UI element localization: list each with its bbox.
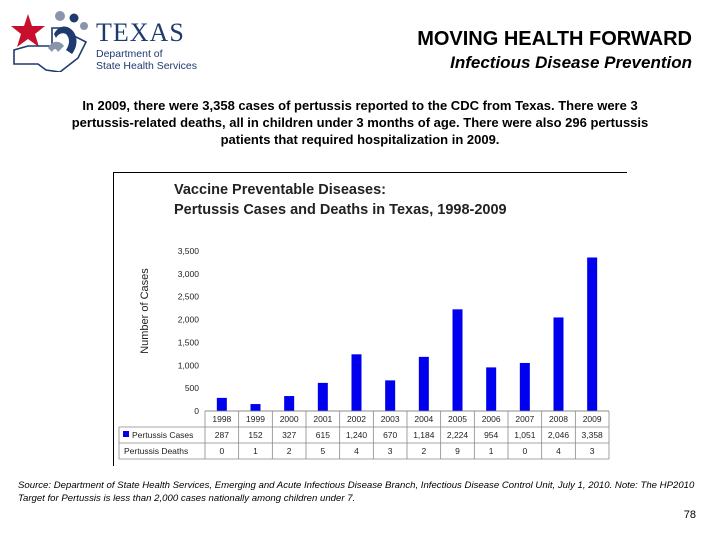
data-label-cases: 954: [484, 430, 498, 440]
data-label-cases: 1,240: [346, 430, 368, 440]
data-label-deaths: 9: [455, 446, 460, 456]
logo-subtitle: Department of State Health Services: [96, 48, 197, 72]
intro-paragraph: In 2009, there were 3,358 cases of pertu…: [71, 98, 649, 147]
x-tick-label: 1999: [246, 414, 265, 424]
bar: [284, 396, 295, 411]
source-note: Source: Department of State Health Servi…: [18, 480, 695, 504]
legend-label-cases: Pertussis Cases: [132, 430, 193, 440]
x-tick-label: 2005: [448, 414, 467, 424]
bar: [553, 317, 564, 411]
bar: [486, 367, 497, 411]
data-label-deaths: 0: [522, 446, 527, 456]
y-tick-label: 1,000: [178, 360, 200, 370]
page-number: 78: [683, 509, 696, 521]
legend-label-deaths: Pertussis Deaths: [124, 446, 188, 456]
bar: [351, 354, 362, 411]
data-label-deaths: 4: [354, 446, 359, 456]
bar: [250, 404, 261, 411]
x-tick-label: 2001: [313, 414, 332, 424]
data-label-cases: 615: [316, 430, 330, 440]
data-label-deaths: 5: [320, 446, 325, 456]
texas-dshs-logo: TEXAS Department of State Health Service…: [8, 6, 198, 73]
data-label-cases: 670: [383, 430, 397, 440]
data-label-cases: 3,358: [582, 430, 604, 440]
y-tick-label: 2,500: [178, 292, 200, 302]
data-label-deaths: 1: [489, 446, 494, 456]
logo-subtitle-line2: State Health Services: [96, 60, 197, 72]
x-tick-label: 1998: [212, 414, 231, 424]
x-tick-label: 2002: [347, 414, 366, 424]
x-tick-label: 2004: [414, 414, 433, 424]
data-label-cases: 327: [282, 430, 296, 440]
data-label-deaths: 2: [287, 446, 292, 456]
texas-star-people-icon: [11, 11, 88, 73]
data-label-deaths: 0: [219, 446, 224, 456]
data-label-deaths: 3: [590, 446, 595, 456]
x-tick-label: 2008: [549, 414, 568, 424]
data-label-deaths: 3: [388, 446, 393, 456]
y-axis-label: Number of Cases: [139, 268, 151, 354]
bar: [385, 380, 396, 411]
y-tick-label: 3,000: [178, 269, 200, 279]
chart-title-line2: Pertussis Cases and Deaths in Texas, 199…: [174, 202, 507, 218]
page-title: MOVING HEALTH FORWARD: [417, 28, 692, 50]
data-label-cases: 152: [248, 430, 262, 440]
y-tick-label: 2,000: [178, 315, 200, 325]
y-tick-label: 0: [194, 406, 199, 416]
data-label-cases: 2,224: [447, 430, 469, 440]
chart-container: Vaccine Preventable Diseases: Pertussis …: [113, 172, 627, 466]
bar: [519, 362, 530, 411]
bar: [587, 257, 598, 411]
data-label-deaths: 1: [253, 446, 258, 456]
x-tick-label: 2000: [280, 414, 299, 424]
bar: [317, 382, 328, 411]
data-label-cases: 287: [215, 430, 229, 440]
chart-title-line1: Vaccine Preventable Diseases:: [174, 182, 386, 198]
x-tick-label: 2007: [515, 414, 534, 424]
logo-subtitle-line1: Department of: [96, 48, 163, 60]
x-tick-label: 2009: [583, 414, 602, 424]
legend-swatch-cases: [123, 431, 129, 437]
data-label-cases: 1,184: [413, 430, 435, 440]
x-tick-label: 2006: [482, 414, 501, 424]
x-tick-label: 2003: [381, 414, 400, 424]
page-subtitle: Infectious Disease Prevention: [450, 53, 692, 72]
bar: [216, 397, 227, 411]
bar: [418, 356, 429, 411]
y-tick-label: 3,500: [178, 246, 200, 256]
bar: [452, 309, 463, 411]
logo-title: TEXAS: [96, 18, 185, 47]
data-label-deaths: 4: [556, 446, 561, 456]
data-label-cases: 2,046: [548, 430, 570, 440]
data-label-cases: 1,051: [514, 430, 536, 440]
pertussis-bar-chart: Vaccine Preventable Diseases: Pertussis …: [118, 182, 610, 460]
y-tick-label: 1,500: [178, 337, 200, 347]
y-tick-label: 500: [185, 383, 199, 393]
data-label-deaths: 2: [421, 446, 426, 456]
